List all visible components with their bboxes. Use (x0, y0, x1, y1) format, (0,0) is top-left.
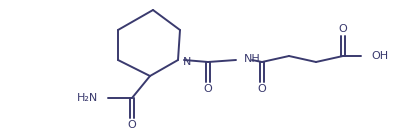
Text: N: N (183, 57, 192, 67)
Text: O: O (204, 84, 213, 94)
Text: O: O (257, 84, 266, 94)
Text: H₂N: H₂N (77, 93, 98, 103)
Text: OH: OH (371, 51, 388, 61)
Text: O: O (339, 24, 347, 34)
Text: O: O (128, 120, 136, 130)
Text: NH: NH (244, 54, 261, 64)
